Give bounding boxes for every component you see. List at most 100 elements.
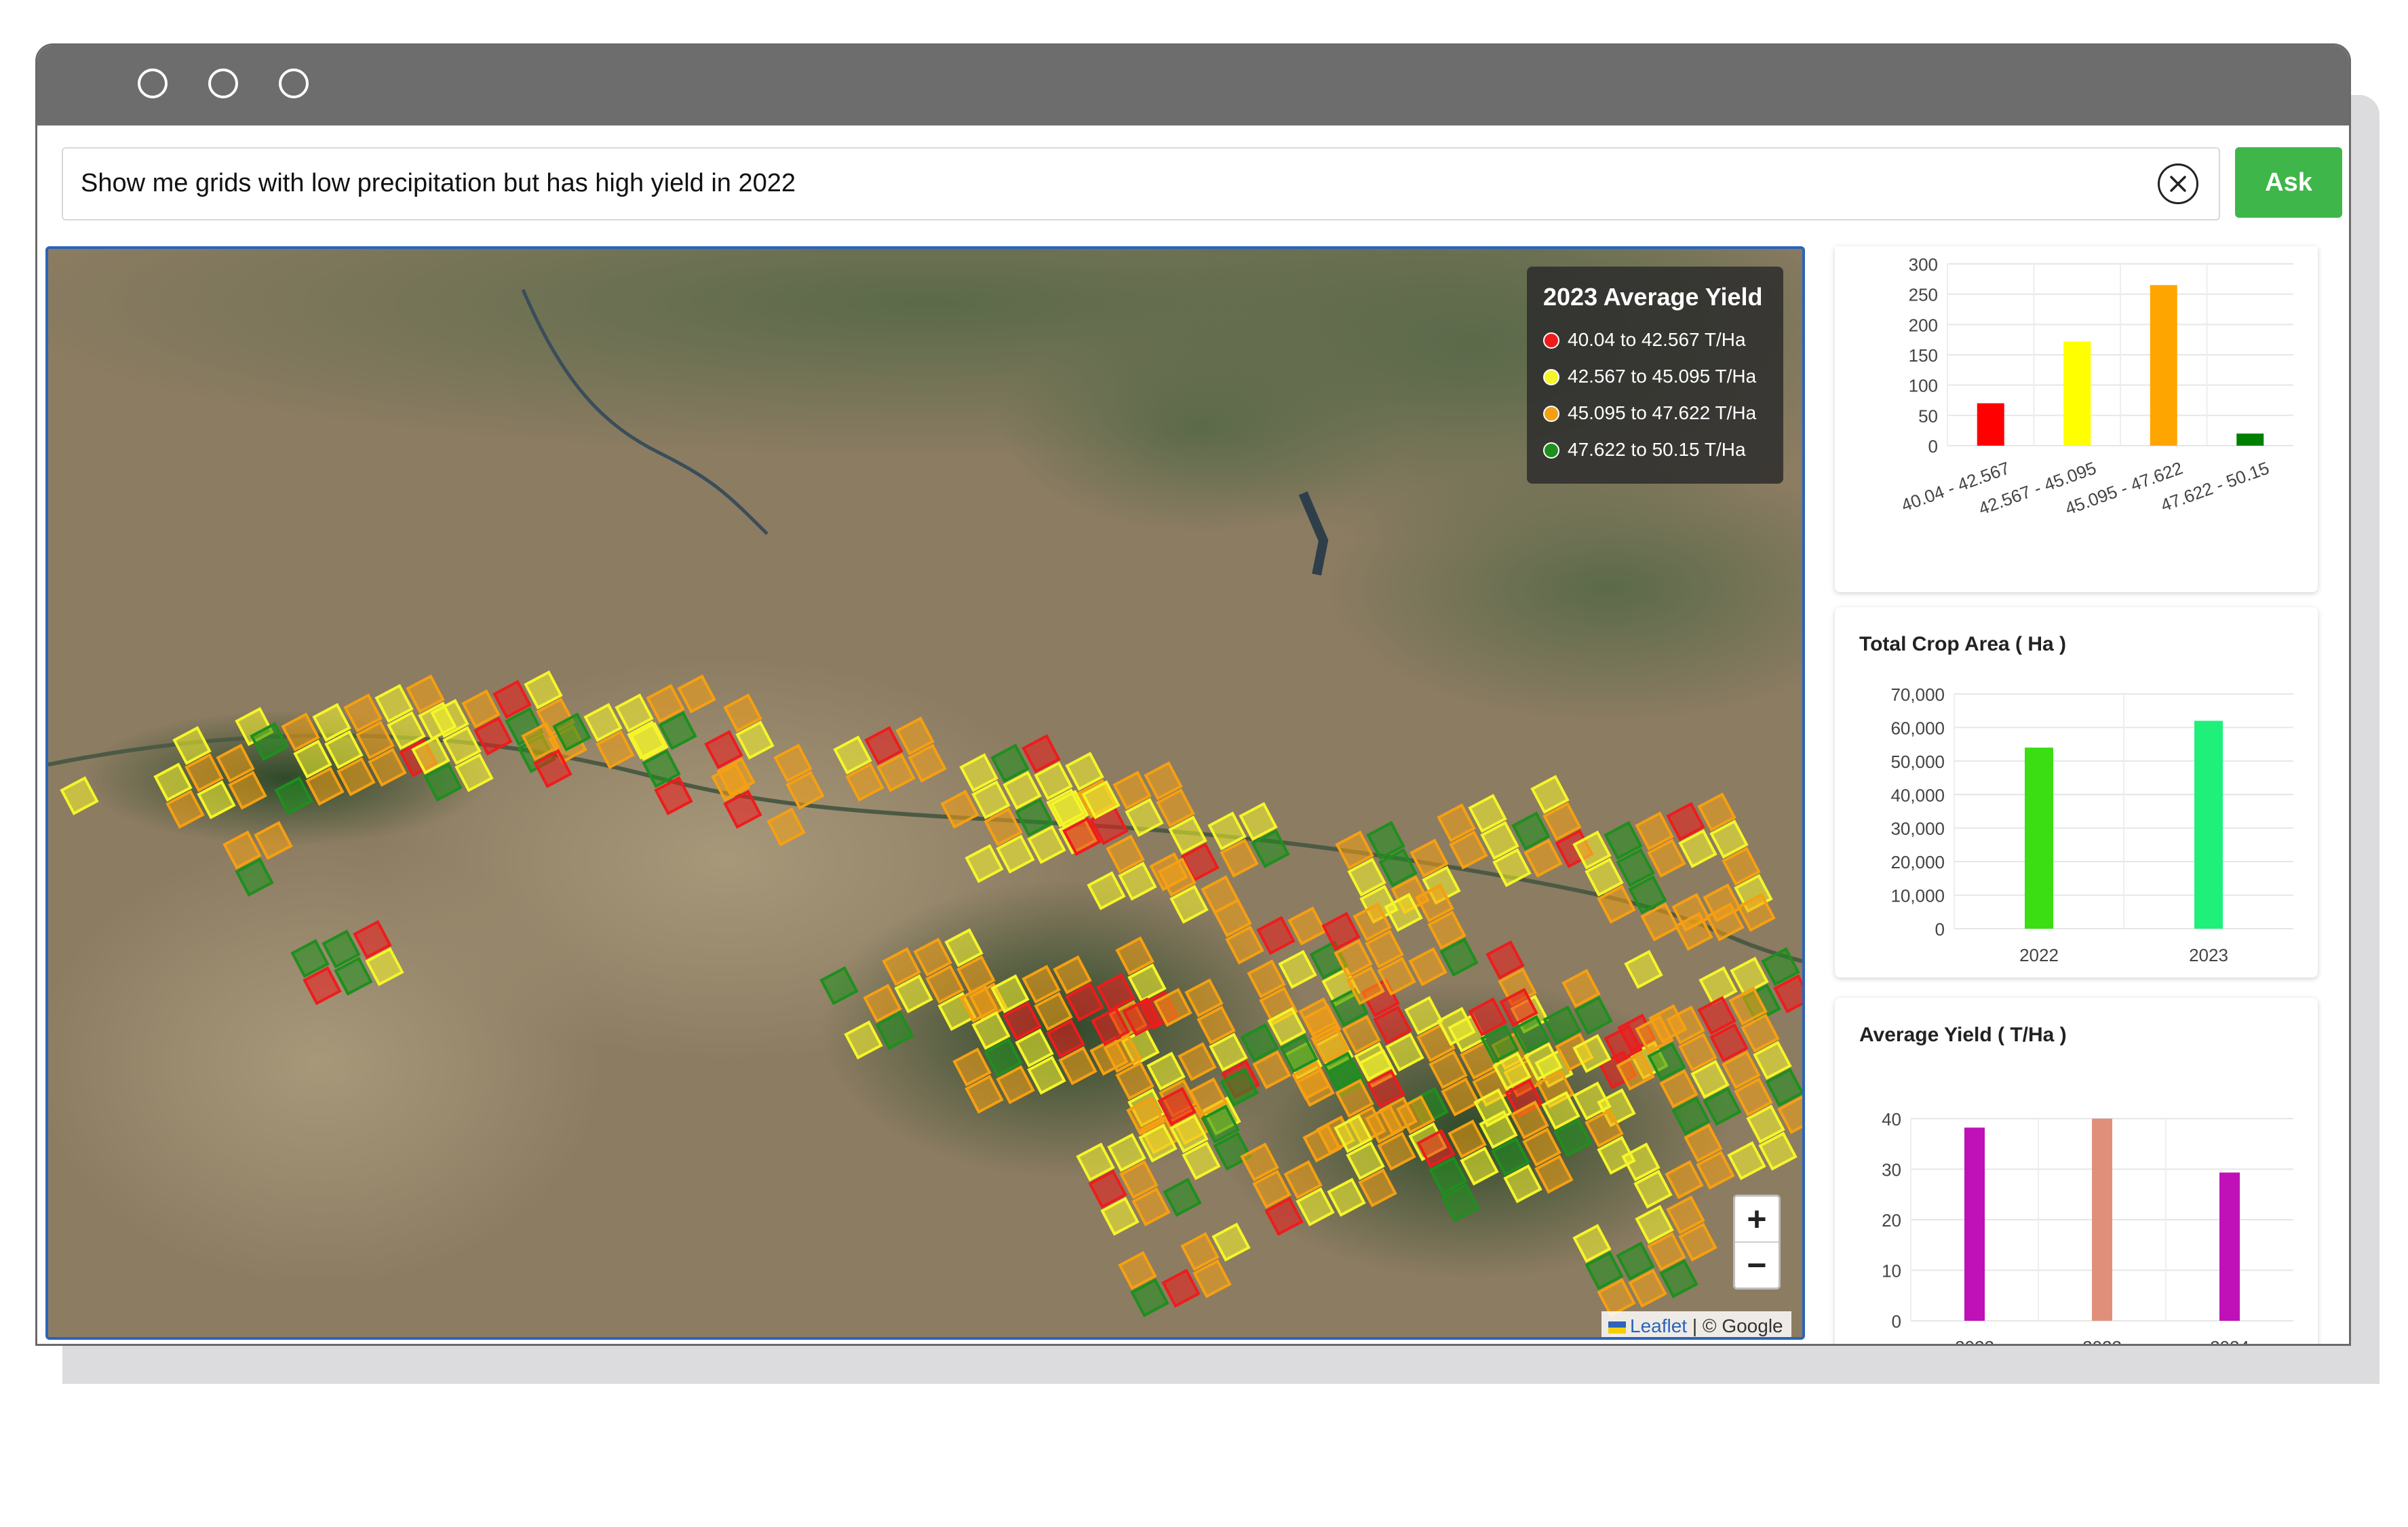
yield-grid-cell[interactable] bbox=[1678, 1222, 1717, 1262]
yield-grid-cell[interactable] bbox=[596, 730, 635, 769]
yield-grid-cell[interactable] bbox=[1100, 1197, 1140, 1236]
yield-grid-cell[interactable] bbox=[952, 1047, 992, 1087]
yield-grid-cell[interactable] bbox=[1541, 1091, 1580, 1130]
yield-grid-cell[interactable] bbox=[642, 749, 681, 788]
yield-grid-cell[interactable] bbox=[1127, 963, 1167, 1003]
yield-grid-cell[interactable] bbox=[1384, 893, 1423, 932]
yield-grid-cell[interactable] bbox=[1346, 966, 1385, 1005]
yield-grid-cell[interactable] bbox=[1647, 1042, 1686, 1081]
yield-grid-cell[interactable] bbox=[1366, 1069, 1405, 1108]
yield-grid-cell[interactable] bbox=[971, 780, 1011, 819]
yield-grid-cell[interactable] bbox=[723, 790, 762, 829]
yield-grid-cell[interactable] bbox=[274, 776, 313, 815]
yield-grid-cell[interactable] bbox=[1429, 1050, 1468, 1089]
yield-grid-cell[interactable] bbox=[1572, 830, 1612, 870]
yield-grid-cell[interactable] bbox=[944, 928, 984, 967]
yield-grid-cell[interactable] bbox=[1698, 966, 1738, 1005]
yield-grid-cell[interactable] bbox=[1157, 857, 1197, 897]
bar[interactable] bbox=[1964, 1127, 1985, 1321]
yield-grid-cell[interactable] bbox=[1647, 838, 1686, 878]
yield-grid-cell[interactable] bbox=[336, 757, 376, 796]
bar[interactable] bbox=[2063, 341, 2091, 446]
yield-grid-cell[interactable] bbox=[387, 711, 426, 750]
zoom-in-button[interactable]: + bbox=[1735, 1197, 1779, 1243]
yield-grid-cell[interactable] bbox=[1597, 1278, 1636, 1317]
yield-grid-cell[interactable] bbox=[524, 670, 563, 710]
yield-grid-cell[interactable] bbox=[1169, 885, 1209, 924]
yield-grid-cell[interactable] bbox=[1161, 1269, 1201, 1308]
yield-grid-cell[interactable] bbox=[1103, 1034, 1142, 1073]
yield-grid-cell[interactable] bbox=[1334, 939, 1373, 978]
bar[interactable] bbox=[2236, 433, 2264, 446]
yield-grid-cell[interactable] bbox=[1616, 1051, 1655, 1091]
yield-grid-cell[interactable] bbox=[1671, 1096, 1711, 1136]
yield-grid-cell[interactable] bbox=[908, 743, 947, 783]
yield-grid-cell[interactable] bbox=[1408, 947, 1448, 986]
yield-grid-cell[interactable] bbox=[1730, 956, 1769, 996]
yield-grid-cell[interactable] bbox=[1022, 965, 1061, 1004]
yield-grid-cell[interactable] bbox=[629, 722, 669, 761]
yield-grid-cell[interactable] bbox=[1283, 1160, 1323, 1199]
yield-grid-cell[interactable] bbox=[423, 762, 463, 802]
yield-grid-cell[interactable] bbox=[1251, 829, 1290, 868]
yield-grid-cell[interactable] bbox=[1448, 1119, 1487, 1159]
bar[interactable] bbox=[1977, 403, 2004, 446]
yield-grid-cell[interactable] bbox=[1773, 974, 1802, 1013]
yield-grid-cell[interactable] bbox=[1410, 838, 1449, 878]
yield-grid-cell[interactable] bbox=[1480, 821, 1519, 860]
yield-grid-cell[interactable] bbox=[1753, 1041, 1792, 1080]
yield-grid-cell[interactable] bbox=[1415, 883, 1454, 923]
yield-grid-cell[interactable] bbox=[454, 753, 494, 792]
yield-grid-cell[interactable] bbox=[1334, 1114, 1373, 1153]
yield-grid-cell[interactable] bbox=[766, 807, 806, 847]
yield-grid-cell[interactable] bbox=[1396, 1095, 1435, 1134]
yield-grid-cell[interactable] bbox=[1358, 1168, 1397, 1207]
yield-grid-cell[interactable] bbox=[1709, 1023, 1749, 1062]
yield-grid-cell[interactable] bbox=[1365, 1104, 1404, 1144]
yield-grid-cell[interactable] bbox=[1096, 973, 1135, 1012]
yield-grid-cell[interactable] bbox=[1665, 1160, 1704, 1199]
yield-grid-cell[interactable] bbox=[1153, 988, 1192, 1027]
yield-grid-cell[interactable] bbox=[1239, 802, 1278, 841]
map-view[interactable]: 2023 Average Yield 40.04 to 42.567 T/Ha … bbox=[45, 246, 1805, 1340]
yield-grid-cell[interactable] bbox=[1621, 1142, 1661, 1182]
yield-grid-cell[interactable] bbox=[322, 929, 361, 969]
yield-grid-cell[interactable] bbox=[1240, 1142, 1279, 1182]
yield-grid-cell[interactable] bbox=[1081, 780, 1121, 819]
yield-grid-cell[interactable] bbox=[1296, 1187, 1335, 1226]
yield-grid-cell[interactable] bbox=[1022, 734, 1061, 773]
yield-grid-cell[interactable] bbox=[1050, 790, 1089, 829]
yield-grid-cell[interactable] bbox=[1722, 1050, 1761, 1089]
yield-grid-cell[interactable] bbox=[925, 965, 965, 1004]
yield-grid-cell[interactable] bbox=[1491, 1137, 1530, 1176]
yield-grid-cell[interactable] bbox=[965, 1075, 1004, 1114]
yield-grid-cell[interactable] bbox=[334, 956, 373, 996]
yield-grid-cell[interactable] bbox=[1335, 830, 1374, 870]
yield-grid-cell[interactable] bbox=[1441, 1183, 1480, 1222]
yield-grid-cell[interactable] bbox=[1635, 1205, 1674, 1244]
yield-grid-cell[interactable] bbox=[1144, 761, 1183, 800]
yield-grid-cell[interactable] bbox=[1523, 1042, 1563, 1081]
yield-grid-cell[interactable] bbox=[1690, 1060, 1730, 1099]
yield-grid-cell[interactable] bbox=[1492, 848, 1532, 887]
yield-grid-cell[interactable] bbox=[303, 966, 342, 1005]
yield-grid-cell[interactable] bbox=[521, 722, 560, 761]
yield-grid-cell[interactable] bbox=[343, 693, 383, 733]
yield-grid-cell[interactable] bbox=[1034, 761, 1073, 800]
yield-grid-cell[interactable] bbox=[1674, 912, 1713, 951]
yield-grid-cell[interactable] bbox=[153, 762, 193, 802]
yield-grid-cell[interactable] bbox=[1292, 1061, 1331, 1100]
yield-grid-cell[interactable] bbox=[1125, 798, 1164, 837]
yield-grid-cell[interactable] bbox=[1178, 1042, 1217, 1081]
bar[interactable] bbox=[2194, 720, 2223, 929]
bar[interactable] bbox=[2092, 1119, 2112, 1321]
yield-grid-cell[interactable] bbox=[1065, 982, 1104, 1022]
yield-grid-cell[interactable] bbox=[1169, 1114, 1209, 1153]
query-text[interactable]: Show me grids with low precipitation but… bbox=[81, 169, 796, 197]
yield-grid-cell[interactable] bbox=[1118, 862, 1157, 901]
yield-grid-cell[interactable] bbox=[1703, 1087, 1742, 1126]
yield-grid-cell[interactable] bbox=[1572, 1081, 1612, 1121]
yield-grid-cell[interactable] bbox=[1353, 902, 1392, 942]
yield-grid-cell[interactable] bbox=[1197, 1005, 1236, 1045]
yield-grid-cell[interactable] bbox=[1180, 1232, 1220, 1271]
